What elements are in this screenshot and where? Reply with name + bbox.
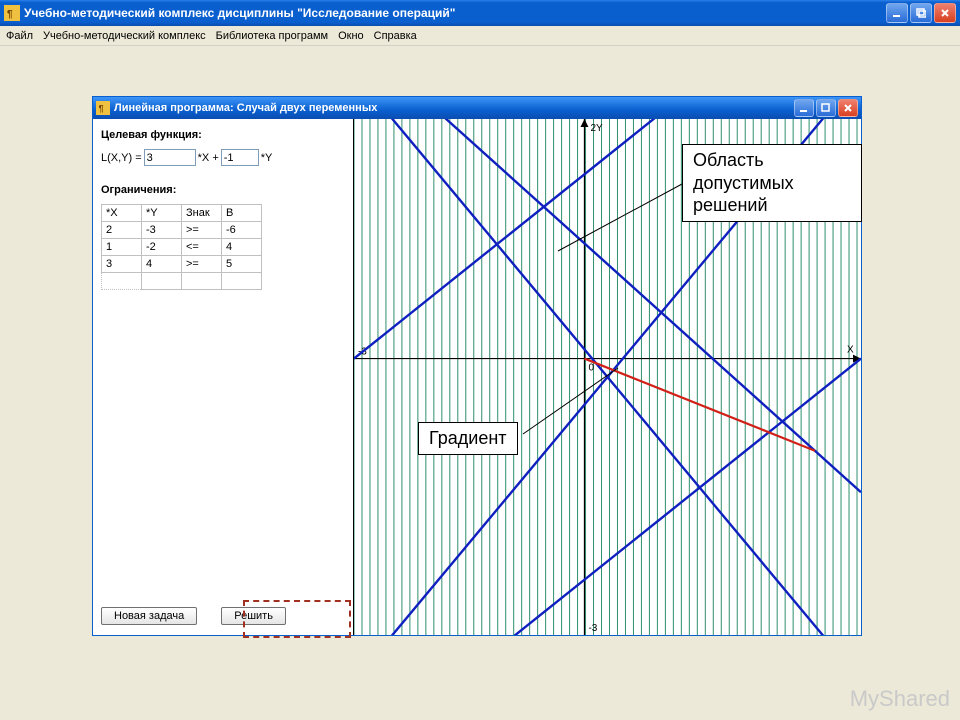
svg-text:X: X — [847, 345, 854, 356]
svg-text:¶: ¶ — [7, 9, 13, 20]
menu-file[interactable]: Файл — [6, 30, 33, 42]
table-row[interactable]: 2 -3 >= -6 — [102, 222, 262, 239]
table-row[interactable]: 3 4 >= 5 — [102, 256, 262, 273]
table-new-row[interactable] — [102, 273, 262, 290]
child-minimize-button[interactable] — [794, 99, 814, 117]
child-close-button[interactable] — [838, 99, 858, 117]
child-titlebar: ¶ Линейная программа: Случай двух переме… — [93, 97, 861, 119]
menu-help[interactable]: Справка — [374, 30, 417, 42]
watermark: MyShared — [850, 686, 950, 712]
child-maximize-button[interactable] — [816, 99, 836, 117]
constraints-heading: Ограничения: — [101, 184, 347, 196]
child-title: Линейная программа: Случай двух переменн… — [114, 102, 377, 114]
app-menubar: Файл Учебно-методический комплекс Библио… — [0, 26, 960, 46]
menu-umk[interactable]: Учебно-методический комплекс — [43, 30, 206, 42]
table-row[interactable]: 1 -2 <= 4 — [102, 239, 262, 256]
menu-library[interactable]: Библиотека программ — [216, 30, 328, 42]
svg-text:2Y: 2Y — [590, 123, 603, 134]
constraints-table[interactable]: *X *Y Знак B 2 -3 >= -6 1 -2 <= — [101, 204, 262, 290]
menu-window[interactable]: Окно — [338, 30, 364, 42]
col-sign: Знак — [182, 205, 222, 222]
child-window-icon: ¶ — [96, 101, 110, 115]
app-titlebar: ¶ Учебно-методический комплекс дисциплин… — [0, 0, 960, 26]
callout-gradient: Градиент — [418, 422, 518, 455]
svg-text:¶: ¶ — [99, 104, 104, 114]
col-x: *X — [102, 205, 142, 222]
svg-text:0: 0 — [588, 363, 594, 374]
objective-xlabel: *X + — [198, 152, 219, 164]
app-title: Учебно-методический комплекс дисциплины … — [24, 6, 455, 20]
new-task-button[interactable]: Новая задача — [101, 607, 197, 625]
restore-button[interactable] — [910, 3, 932, 23]
solve-button[interactable]: Решить — [221, 607, 286, 625]
col-y: *Y — [142, 205, 182, 222]
left-panel: Целевая функция: L(X,Y) = *X + *Y Ограни… — [93, 119, 353, 635]
objective-lhs: L(X,Y) = — [101, 152, 142, 164]
col-b: B — [222, 205, 262, 222]
coef-y-input[interactable] — [221, 149, 259, 166]
table-header-row: *X *Y Знак B — [102, 205, 262, 222]
app-icon: ¶ — [4, 5, 20, 21]
svg-text:-3: -3 — [588, 623, 597, 634]
minimize-button[interactable] — [886, 3, 908, 23]
callout-feasible-region: Область допустимых решений — [682, 144, 862, 222]
close-button[interactable] — [934, 3, 956, 23]
objective-ylabel: *Y — [261, 152, 273, 164]
objective-heading: Целевая функция: — [101, 129, 347, 141]
mdi-area: ¶ Линейная программа: Случай двух переме… — [0, 46, 960, 720]
objective-row: L(X,Y) = *X + *Y — [101, 149, 347, 166]
coef-x-input[interactable] — [144, 149, 196, 166]
